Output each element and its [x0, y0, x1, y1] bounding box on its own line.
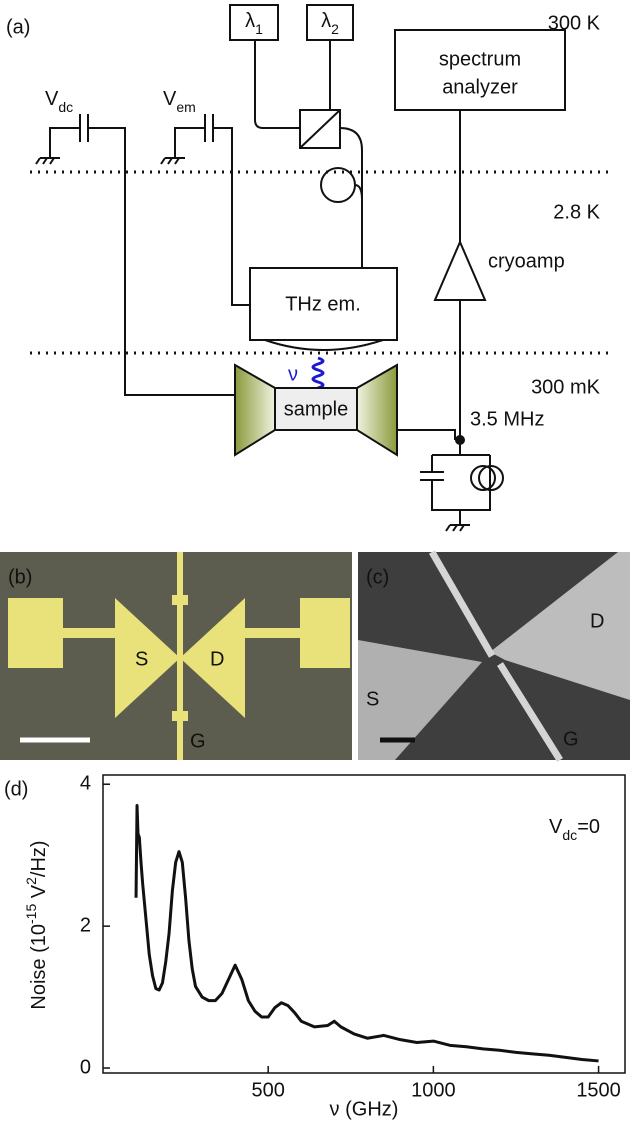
panel-label: (d) — [4, 778, 28, 800]
y-tick-label: 4 — [80, 773, 91, 795]
text-part: V — [28, 884, 50, 904]
laser-label: λ1 — [245, 10, 263, 36]
frequency-symbol: ν — [288, 363, 298, 385]
source-label: Vdc — [45, 88, 73, 114]
temperature-label: 2.8 K — [553, 201, 600, 223]
sample-electrode — [235, 365, 275, 455]
laser-label: λ2 — [321, 10, 339, 36]
annotation: Vdc=0 — [549, 816, 600, 842]
panel-b: (b) S D G — [0, 552, 352, 760]
wire — [397, 430, 455, 440]
text-part: V — [45, 88, 59, 110]
text-part: 2 — [331, 21, 339, 37]
amplifier-label: cryoamp — [488, 250, 565, 272]
panel-label: (a) — [6, 16, 30, 38]
x-tick-label: 1500 — [576, 1079, 621, 1101]
terminal-label: D — [210, 648, 224, 670]
temperature-label: 300 mK — [531, 376, 601, 398]
x-tick-label: 500 — [252, 1079, 285, 1101]
instrument-label: analyzer — [442, 76, 518, 98]
text-part: dc — [562, 827, 577, 843]
data-line — [136, 806, 599, 1061]
text-part: V — [163, 88, 177, 110]
plot-frame — [103, 775, 625, 1073]
terminal-label: G — [563, 728, 579, 750]
emitter-label: THz em. — [285, 293, 361, 315]
sample-electrode — [357, 365, 397, 455]
panel-label: (b) — [8, 566, 32, 588]
frequency-label: 3.5 MHz — [470, 408, 544, 430]
instrument-label: spectrum — [439, 48, 521, 70]
source-label: Vem — [163, 88, 196, 114]
text-part: Noise (10 — [28, 924, 50, 1010]
text-part: -15 — [23, 904, 39, 924]
fiber — [255, 40, 330, 128]
emitter-bias-circuit — [175, 114, 250, 305]
sample-label: sample — [284, 398, 348, 420]
fiber — [340, 128, 362, 268]
panel-c: (c) D S G — [358, 552, 630, 760]
text-part: dc — [58, 99, 73, 115]
panel-a: (a) 300 K 2.8 K 300 mK spectrum analyzer… — [6, 5, 608, 531]
y-axis-label: Noise (10-15 V2/Hz) — [23, 840, 51, 1009]
text-part: 1 — [255, 21, 263, 37]
figure: (a) 300 K 2.8 K 300 mK spectrum analyzer… — [0, 0, 630, 1122]
text-part: em — [176, 99, 195, 115]
text-part: V — [549, 816, 563, 838]
ground — [36, 158, 60, 164]
y-tick-label: 0 — [80, 1056, 91, 1078]
panel-label: (c) — [366, 566, 389, 588]
terminal-label: D — [590, 610, 604, 632]
terminal-label: S — [366, 688, 379, 710]
beam-splitter-mirror — [300, 110, 340, 148]
x-tick-label: 1000 — [411, 1079, 456, 1101]
terminal-label: S — [135, 648, 148, 670]
y-tick-label: 2 — [80, 914, 91, 936]
amplifier — [435, 242, 485, 300]
lens — [265, 340, 383, 350]
fiber-loop — [321, 168, 355, 202]
text-part: λ — [245, 10, 255, 32]
text-part: /Hz) — [28, 840, 50, 877]
ground — [161, 158, 185, 164]
terminal-label: G — [190, 730, 206, 752]
x-axis-label: ν (GHz) — [330, 1098, 399, 1120]
fiber — [355, 185, 362, 200]
ground — [446, 525, 470, 531]
text-part: =0 — [577, 816, 600, 838]
text-part: 2 — [23, 877, 39, 885]
text-part: λ — [321, 10, 331, 32]
